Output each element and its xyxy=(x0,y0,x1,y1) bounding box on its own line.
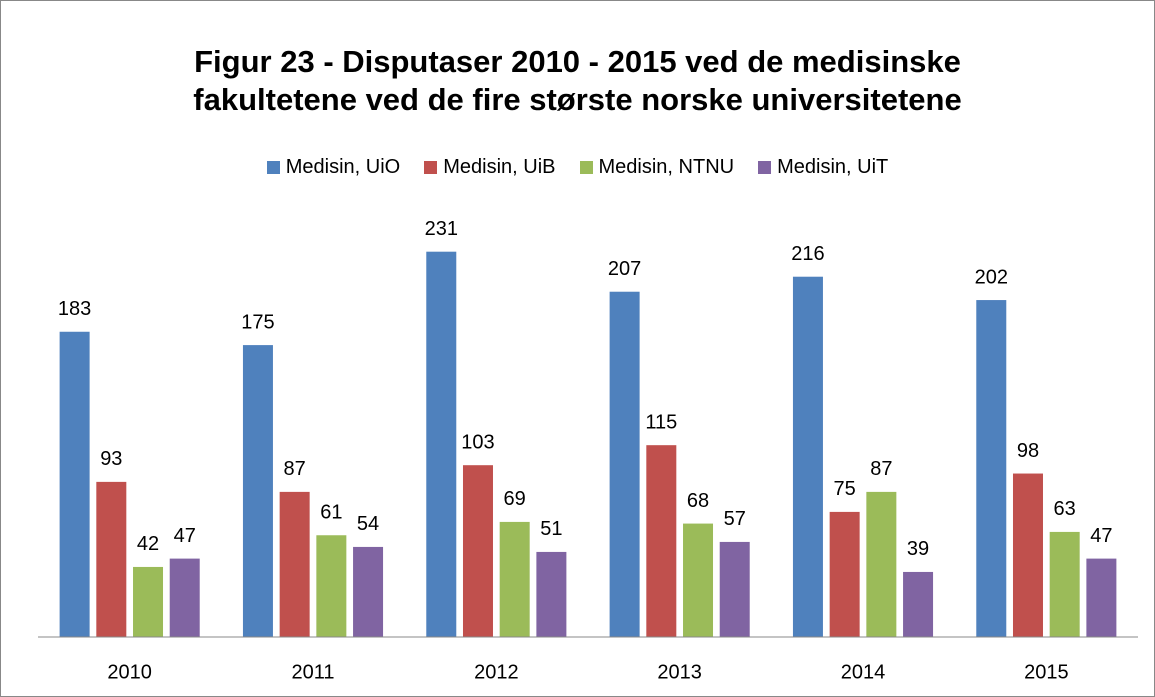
bar xyxy=(59,331,90,637)
data-label: 57 xyxy=(724,508,746,530)
legend-swatch xyxy=(758,161,772,174)
data-label: 54 xyxy=(357,513,379,535)
data-label: 216 xyxy=(791,243,824,265)
data-label: 87 xyxy=(870,458,892,480)
data-label: 61 xyxy=(320,502,342,524)
legend-item: Medisin, UiT xyxy=(758,156,888,179)
data-label: 42 xyxy=(137,533,159,555)
legend-swatch xyxy=(579,161,593,174)
bar xyxy=(316,535,347,637)
legend-label: Medisin, UiT xyxy=(777,156,889,178)
bar xyxy=(976,300,1007,637)
data-label: 202 xyxy=(975,266,1008,288)
legend-swatch xyxy=(266,161,280,174)
chart-title: Figur 23 - Disputaser 2010 - 2015 ved de… xyxy=(193,44,962,117)
data-label: 98 xyxy=(1017,440,1039,462)
legend-item: Medisin, NTNU xyxy=(579,156,735,179)
bar xyxy=(609,291,640,637)
legend: Medisin, UiO Medisin, UiB Medisin, NTNU Med… xyxy=(1,156,1154,179)
bar xyxy=(719,541,750,637)
bar xyxy=(426,251,457,637)
bar xyxy=(792,276,823,637)
x-tick-label: 2012 xyxy=(474,661,519,683)
data-label: 39 xyxy=(907,538,929,560)
x-tick-label: 2015 xyxy=(1024,661,1069,683)
bar xyxy=(96,481,127,637)
data-label: 63 xyxy=(1054,498,1076,520)
legend-label: Medisin, UiO xyxy=(285,156,401,178)
data-label: 51 xyxy=(540,518,562,540)
bar xyxy=(133,566,164,637)
data-label: 69 xyxy=(504,488,526,510)
data-label: 68 xyxy=(687,490,709,512)
data-label: 183 xyxy=(58,298,91,320)
bar xyxy=(353,546,384,637)
data-label: 103 xyxy=(461,431,494,453)
bar xyxy=(1012,473,1043,637)
bar xyxy=(829,511,860,637)
bar xyxy=(499,521,530,637)
bar xyxy=(242,345,273,637)
bar xyxy=(903,571,934,637)
legend-item: Medisin, UiB xyxy=(424,156,556,179)
legend-label: Medisin, NTNU xyxy=(598,156,735,178)
bar xyxy=(462,465,493,637)
legend-item: Medisin, UiO xyxy=(266,156,401,179)
data-label: 175 xyxy=(241,311,274,333)
bar xyxy=(169,558,200,637)
data-label: 47 xyxy=(1090,525,1112,547)
bar xyxy=(866,491,897,637)
bar xyxy=(1086,558,1117,637)
legend-label: Medisin, UiB xyxy=(443,156,556,178)
x-tick-label: 2010 xyxy=(107,661,152,683)
data-label: 231 xyxy=(425,218,458,240)
bar xyxy=(279,491,310,637)
bar xyxy=(646,445,677,637)
bar xyxy=(536,551,567,637)
data-label: 47 xyxy=(174,525,196,547)
x-tick-label: 2011 xyxy=(291,661,334,683)
x-tick-label: 2014 xyxy=(841,661,886,683)
data-label: 93 xyxy=(100,448,122,470)
data-label: 115 xyxy=(645,411,677,433)
bar xyxy=(1049,531,1080,637)
bar xyxy=(683,523,714,637)
x-tick-label: 2013 xyxy=(657,661,702,683)
data-label: 87 xyxy=(284,458,306,480)
legend-swatch xyxy=(424,161,438,174)
data-label: 75 xyxy=(834,478,856,500)
data-label: 207 xyxy=(608,258,641,280)
